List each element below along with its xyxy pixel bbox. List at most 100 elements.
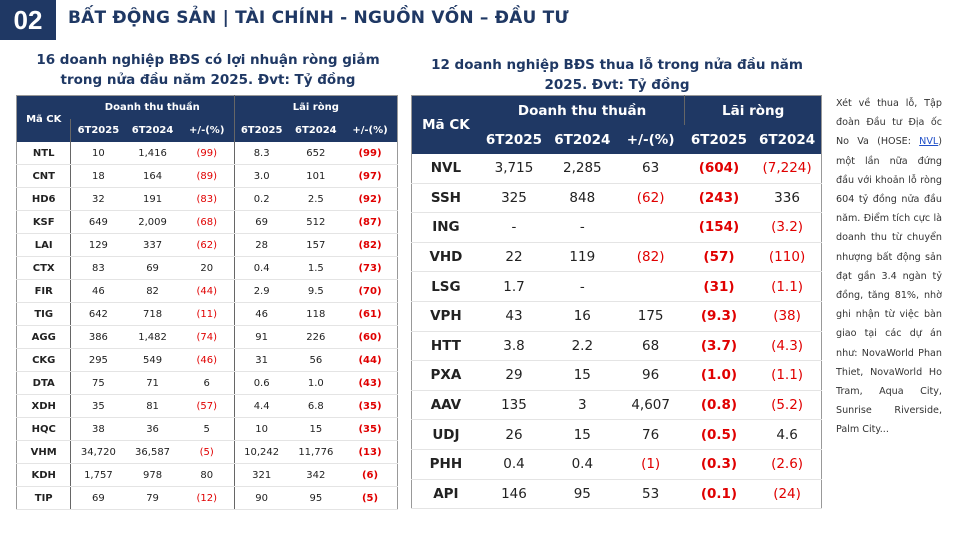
cell: TIG: [16, 302, 71, 326]
cell: VPH: [411, 301, 480, 332]
cell: 3: [548, 390, 617, 421]
cell: 118: [288, 302, 344, 326]
header-cell: 6T2024: [548, 125, 617, 154]
header-cell: 6T2024: [753, 125, 822, 154]
cell: 3,715: [479, 154, 549, 184]
cell: (46): [179, 348, 235, 372]
header-cell: 6T2025: [70, 119, 126, 142]
cell: 3.8: [479, 331, 549, 362]
cell: 1.5: [288, 256, 344, 280]
cell: (6): [343, 463, 398, 487]
cell: 2.2: [548, 331, 617, 362]
cell: 95: [548, 479, 617, 510]
cell: (57): [179, 394, 235, 418]
row: NVL 3,715 2,285 63 (604) (7,224): [411, 154, 822, 184]
cell: 9.5: [288, 279, 344, 303]
cell: [616, 271, 685, 302]
cell: (24): [753, 479, 822, 510]
cell: (110): [753, 242, 822, 273]
header-cell: Mã CK: [16, 95, 71, 142]
row: LAI 129 337 (62) 28 157 (82): [16, 233, 398, 257]
cell: 0.4: [479, 449, 549, 480]
cell: LAI: [16, 233, 71, 257]
cell: 718: [125, 302, 180, 326]
row: PHH 0.4 0.4 (1) (0.3) (2.6): [411, 449, 822, 480]
header-cell: Doanh thu thuần: [479, 95, 685, 125]
header-cell: Mã CK: [411, 95, 480, 154]
cell: 4.6: [753, 419, 822, 450]
cell: 10: [233, 417, 289, 441]
cell: 20: [179, 256, 235, 280]
cell: (4.3): [753, 331, 822, 362]
section-number: 02: [0, 0, 56, 40]
cell: (70): [343, 279, 398, 303]
cell: 2.5: [288, 187, 344, 211]
cell: (3.7): [684, 331, 754, 362]
cell: AAV: [411, 390, 480, 421]
cell: 69: [125, 256, 180, 280]
row: XDH 35 81 (57) 4.4 6.8 (35): [16, 394, 398, 418]
row: API 146 95 53 (0.1) (24): [411, 479, 822, 510]
cell: VHM: [16, 440, 71, 464]
cell: 53: [616, 479, 685, 510]
cell: (62): [616, 183, 685, 214]
cell: XDH: [16, 394, 71, 418]
header-cell: 6T2025: [233, 119, 289, 142]
cell: (11): [179, 302, 235, 326]
cell: (154): [684, 212, 754, 243]
cell: 0.4: [233, 256, 289, 280]
cell: KSF: [16, 210, 71, 234]
cell: 3.0: [233, 164, 289, 188]
cell: 10: [70, 142, 126, 165]
cell: 386: [70, 325, 126, 349]
cell: 652: [288, 142, 344, 165]
cell: PXA: [411, 360, 480, 391]
row: VPH 43 16 175 (9.3) (38): [411, 301, 822, 332]
cell: 642: [70, 302, 126, 326]
row: TIP 69 79 (12) 90 95 (5): [16, 486, 398, 510]
row: NTL 10 1,416 (99) 8.3 652 (99): [16, 142, 398, 165]
cell: 82: [125, 279, 180, 303]
cell: (43): [343, 371, 398, 395]
row: KDH 1,757 978 80 321 342 (6): [16, 463, 398, 487]
cell: 69: [233, 210, 289, 234]
row: ING - - (154) (3.2): [411, 212, 822, 243]
cell: 46: [233, 302, 289, 326]
cell: -: [548, 212, 617, 243]
cell: 35: [70, 394, 126, 418]
cell: 80: [179, 463, 235, 487]
cell: 1,757: [70, 463, 126, 487]
sidebar-text: Xét về thua lỗ, Tập đoàn Đầu tư Địa ốc N…: [836, 94, 942, 440]
cell: 342: [288, 463, 344, 487]
cell: 1.7: [479, 271, 549, 302]
cell: 135: [479, 390, 549, 421]
cell: 848: [548, 183, 617, 214]
header-row: Mã CK Doanh thu thuần Lãi ròng: [16, 95, 398, 142]
table-title: 16 doanh nghiệp BĐS có lợi nhuận ròng gi…: [36, 52, 380, 88]
cell: 0.6: [233, 371, 289, 395]
cell: NVL: [411, 154, 480, 184]
cell: NTL: [16, 142, 71, 165]
cell: 68: [616, 331, 685, 362]
cell: 649: [70, 210, 126, 234]
cell: 38: [70, 417, 126, 441]
cell: 11,776: [288, 440, 344, 464]
cell: HD6: [16, 187, 71, 211]
cell: 81: [125, 394, 180, 418]
cell: -: [548, 271, 617, 302]
row: CTX 83 69 20 0.4 1.5 (73): [16, 256, 398, 280]
table-title: 12 doanh nghiệp BĐS thua lỗ trong nửa đầ…: [431, 57, 803, 93]
row: SSH 325 848 (62) (243) 336: [411, 183, 822, 214]
row: HD6 32 191 (83) 0.2 2.5 (92): [16, 187, 398, 211]
cell: SSH: [411, 183, 480, 214]
cell: 549: [125, 348, 180, 372]
link[interactable]: NVL: [919, 136, 939, 148]
cell: (2.6): [753, 449, 822, 480]
cell: 978: [125, 463, 180, 487]
header-cell: Doanh thu thuần: [70, 95, 235, 119]
header-cell: +/-(%): [616, 125, 685, 154]
cell: 29: [479, 360, 549, 391]
row: TIG 642 718 (11) 46 118 (61): [16, 302, 398, 326]
cell: (99): [179, 142, 235, 165]
cell: (13): [343, 440, 398, 464]
